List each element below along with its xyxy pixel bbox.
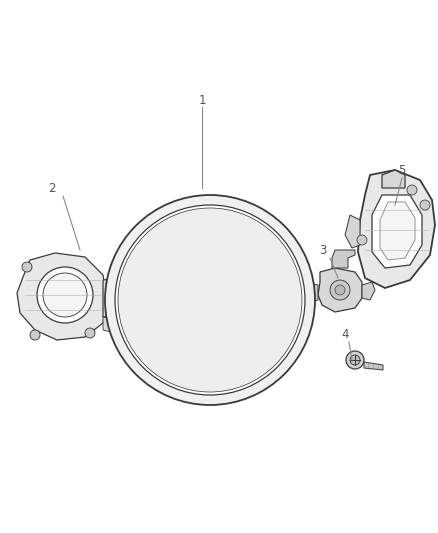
Circle shape (350, 355, 360, 365)
Polygon shape (148, 296, 158, 304)
Polygon shape (103, 317, 123, 333)
Circle shape (188, 278, 232, 322)
Polygon shape (130, 273, 175, 317)
Circle shape (200, 290, 220, 310)
Polygon shape (258, 298, 268, 306)
Text: 3: 3 (319, 244, 327, 256)
Polygon shape (261, 283, 271, 291)
Circle shape (194, 284, 226, 316)
Circle shape (85, 328, 95, 338)
Polygon shape (230, 292, 272, 305)
Circle shape (115, 205, 305, 395)
Circle shape (357, 235, 367, 245)
Circle shape (346, 351, 364, 369)
Circle shape (105, 195, 315, 405)
Circle shape (407, 185, 417, 195)
Polygon shape (155, 283, 165, 291)
Polygon shape (318, 268, 362, 312)
Polygon shape (142, 283, 152, 291)
Circle shape (43, 273, 87, 317)
Polygon shape (380, 202, 415, 260)
Polygon shape (362, 282, 375, 300)
Polygon shape (372, 195, 422, 268)
Circle shape (37, 267, 93, 323)
Circle shape (335, 285, 345, 295)
Circle shape (22, 262, 32, 272)
Polygon shape (302, 282, 318, 302)
Circle shape (420, 200, 430, 210)
Circle shape (330, 280, 350, 300)
Text: 4: 4 (341, 328, 349, 342)
Polygon shape (103, 275, 147, 317)
Polygon shape (332, 250, 355, 268)
Polygon shape (382, 170, 405, 188)
Circle shape (30, 330, 40, 340)
Text: 5: 5 (398, 164, 406, 176)
Polygon shape (248, 280, 258, 288)
Text: 1: 1 (198, 93, 206, 107)
Polygon shape (345, 215, 360, 248)
Text: 2: 2 (48, 182, 56, 195)
Polygon shape (17, 253, 107, 340)
Polygon shape (364, 362, 383, 370)
Circle shape (118, 208, 302, 392)
Polygon shape (358, 170, 435, 288)
Polygon shape (236, 270, 283, 314)
